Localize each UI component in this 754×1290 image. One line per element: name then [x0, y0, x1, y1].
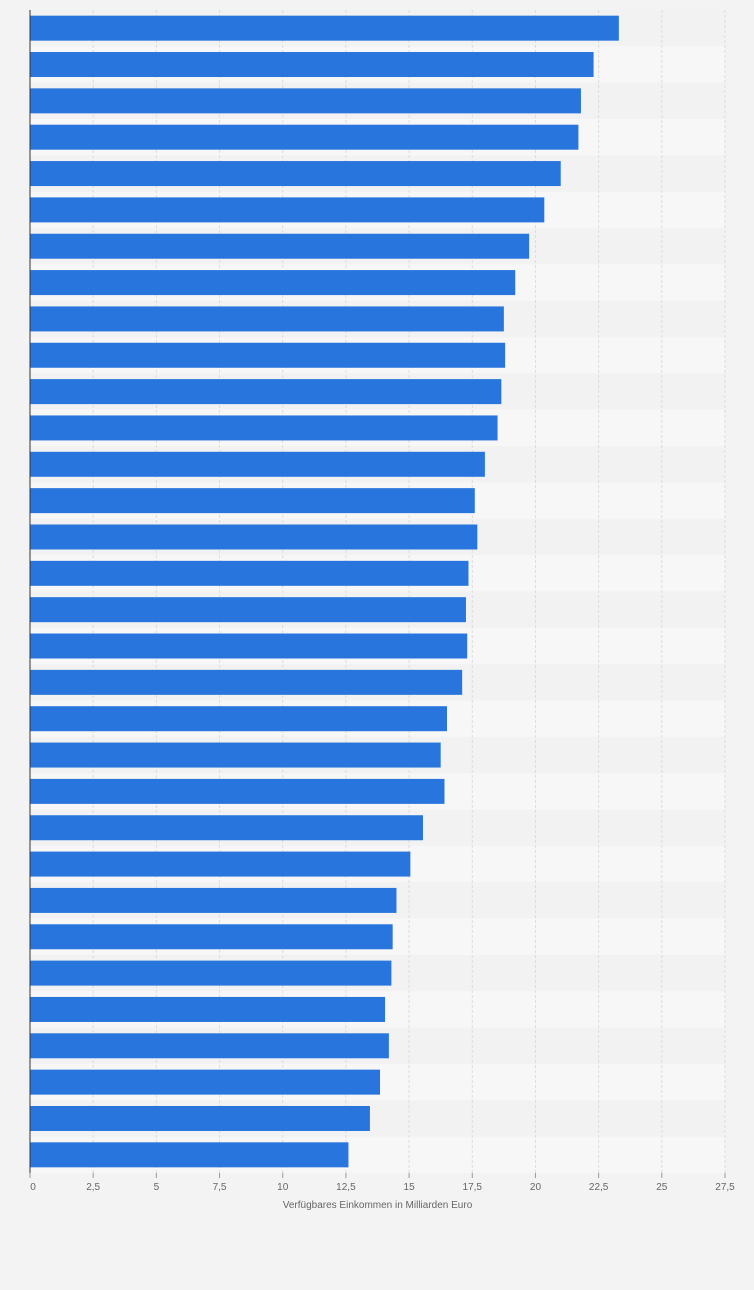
bar: [30, 415, 498, 441]
bar: [30, 15, 619, 41]
tick-label: 17,5: [463, 1182, 483, 1193]
bar: [30, 197, 545, 223]
bar: [30, 233, 530, 259]
bar: [30, 88, 581, 114]
tick-label: 7,5: [213, 1182, 227, 1193]
bar: [30, 1105, 370, 1131]
bar: [30, 851, 411, 877]
bar: [30, 706, 447, 732]
bar: [30, 124, 579, 150]
tick-label: 20: [530, 1182, 542, 1193]
bar: [30, 342, 506, 368]
tick-label: 27,5: [715, 1182, 735, 1193]
bar: [30, 960, 392, 986]
bar: [30, 887, 397, 913]
bar: [30, 924, 393, 950]
tick-label: 22,5: [589, 1182, 609, 1193]
bar: [30, 669, 463, 695]
tick-label: 15: [404, 1182, 416, 1193]
bar: [30, 379, 502, 405]
tick-label: 2,5: [86, 1182, 100, 1193]
bar: [30, 778, 445, 804]
bar: [30, 52, 594, 78]
bar: [30, 815, 423, 841]
tick-label: 5: [154, 1182, 160, 1193]
x-axis-title: Verfügbares Einkommen in Milliarden Euro: [283, 1200, 473, 1211]
bar: [30, 524, 478, 550]
bar: [30, 633, 468, 659]
bar: [30, 996, 386, 1022]
bar: [30, 270, 516, 296]
bar: [30, 597, 466, 623]
bar: [30, 560, 469, 586]
bar: [30, 1069, 381, 1095]
bar: [30, 306, 504, 332]
bar: [30, 451, 485, 477]
bar: [30, 1033, 389, 1059]
tick-label: 12,5: [336, 1182, 356, 1193]
tick-label: 0: [30, 1182, 36, 1193]
bar: [30, 742, 441, 768]
bar: [30, 161, 561, 187]
bar: [30, 1142, 349, 1168]
gridlines: [92, 10, 726, 1173]
tick-label: 10: [277, 1182, 289, 1193]
tick-label: 25: [656, 1182, 668, 1193]
bar: [30, 488, 475, 514]
x-axis-ticks: 0 2,5 5 7,5 10 12,5 15 17,5 20 22,5 25 27,5: [29, 1173, 735, 1193]
bars: [30, 15, 619, 1168]
